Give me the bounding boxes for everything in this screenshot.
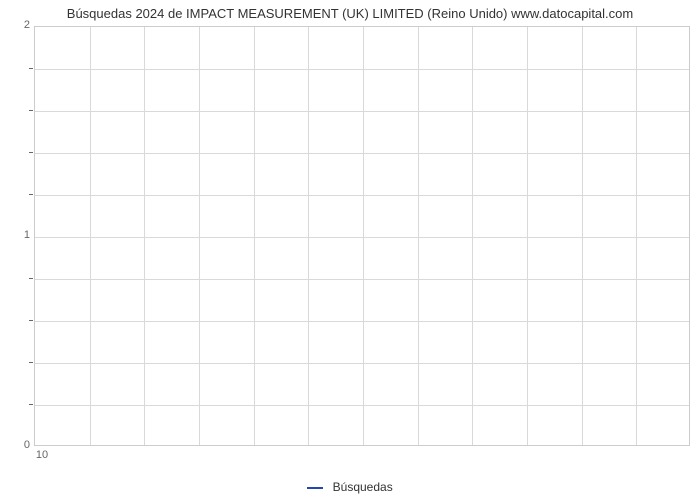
grid-line-vertical	[582, 27, 583, 445]
grid-line-vertical	[308, 27, 309, 445]
grid-line-vertical	[418, 27, 419, 445]
y-minor-tick	[29, 404, 33, 405]
grid-line-vertical	[254, 27, 255, 445]
y-minor-tick	[29, 110, 33, 111]
grid-line-horizontal	[35, 69, 689, 70]
y-minor-tick	[29, 152, 33, 153]
y-minor-tick	[29, 68, 33, 69]
grid-line-horizontal	[35, 321, 689, 322]
chart-container: Búsquedas 2024 de IMPACT MEASUREMENT (UK…	[0, 0, 700, 500]
x-tick-label: 10	[32, 449, 52, 461]
grid-line-vertical	[472, 27, 473, 445]
grid-line-vertical	[144, 27, 145, 445]
y-minor-tick	[29, 320, 33, 321]
legend-swatch	[307, 487, 323, 489]
y-tick-label: 1	[10, 229, 30, 241]
grid-line-vertical	[199, 27, 200, 445]
grid-line-vertical	[90, 27, 91, 445]
y-minor-tick	[29, 194, 33, 195]
grid-line-horizontal	[35, 363, 689, 364]
chart-title: Búsquedas 2024 de IMPACT MEASUREMENT (UK…	[0, 6, 700, 21]
plot-area	[34, 26, 690, 446]
grid-line-horizontal	[35, 111, 689, 112]
grid-line-vertical	[636, 27, 637, 445]
grid-line-horizontal	[35, 237, 689, 238]
legend: Búsquedas	[0, 480, 700, 494]
grid-line-horizontal	[35, 405, 689, 406]
y-minor-tick	[29, 362, 33, 363]
grid-line-horizontal	[35, 195, 689, 196]
grid-line-vertical	[363, 27, 364, 445]
grid-line-horizontal	[35, 153, 689, 154]
y-minor-tick	[29, 278, 33, 279]
y-tick-label: 2	[10, 19, 30, 31]
legend-label: Búsquedas	[333, 480, 393, 494]
grid-line-horizontal	[35, 279, 689, 280]
y-tick-label: 0	[10, 439, 30, 451]
grid-line-vertical	[527, 27, 528, 445]
